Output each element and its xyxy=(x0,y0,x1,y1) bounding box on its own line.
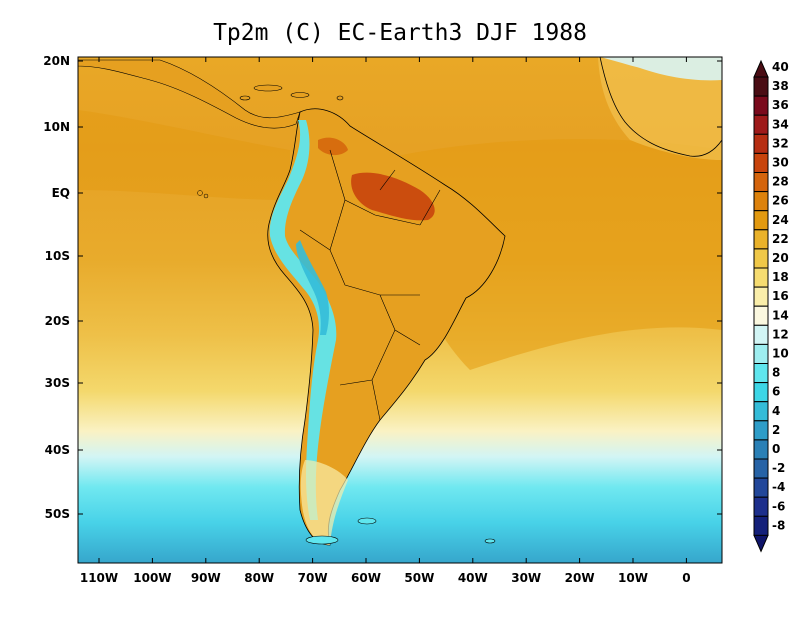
colorbar-label: 32 xyxy=(772,136,789,150)
colorbar-swatch xyxy=(753,210,769,231)
lon-tick-label: 70W xyxy=(298,571,328,585)
africa-land xyxy=(599,57,722,157)
colorbar-swatch xyxy=(753,152,769,173)
colorbar-swatch xyxy=(753,515,769,536)
colorbar-swatch xyxy=(753,76,769,97)
lat-tick-label: 20S xyxy=(45,314,70,328)
lat-tick-label: 30S xyxy=(45,376,70,390)
colorbar-swatch xyxy=(753,114,769,135)
lon-tick-label: 20W xyxy=(565,571,595,585)
colorbar-label: -4 xyxy=(772,480,785,494)
colorbar-swatch xyxy=(753,229,769,250)
colorbar-swatch xyxy=(753,324,769,345)
north-atlantic-cool-region xyxy=(600,57,722,81)
amazon-hot-spot xyxy=(351,172,435,221)
colorbar-swatch xyxy=(753,401,769,422)
colorbar-label: 30 xyxy=(772,156,789,170)
lat-tick-label: 20N xyxy=(43,54,70,68)
northern-warm-spot xyxy=(318,137,348,156)
lon-tick-label: 40W xyxy=(458,571,488,585)
colorbar-label: 34 xyxy=(772,117,789,131)
colorbar-label: -2 xyxy=(772,461,785,475)
colorbar-label: 8 xyxy=(772,366,780,380)
colorbar-label: 6 xyxy=(772,385,780,399)
lon-tick-label: 60W xyxy=(351,571,381,585)
colorbar-bottom-arrow xyxy=(753,534,769,553)
lon-tick-label: 50W xyxy=(404,571,434,585)
country-borders xyxy=(299,149,441,421)
colorbar-label: 4 xyxy=(772,404,780,418)
lon-tick-label: 100W xyxy=(133,571,171,585)
colorbar-swatch xyxy=(753,363,769,384)
colorbar-label: 26 xyxy=(772,194,789,208)
colorbar-swatch xyxy=(753,496,769,517)
southern-islands xyxy=(305,517,496,545)
galapagos-islands xyxy=(197,190,209,199)
colorbar-label: 14 xyxy=(772,308,789,322)
colorbar-swatch xyxy=(753,172,769,193)
colorbar-label: 16 xyxy=(772,289,789,303)
colorbar-swatch xyxy=(753,420,769,441)
colorbar-label: 10 xyxy=(772,347,789,361)
colorbar-swatch xyxy=(753,248,769,269)
colorbar-swatch xyxy=(753,343,769,364)
colorbar-swatch xyxy=(753,458,769,479)
lat-tick-label: EQ xyxy=(52,186,70,200)
colorbar-label: 0 xyxy=(772,442,780,456)
lat-tick-label: 10S xyxy=(45,249,70,263)
lon-tick-label: 90W xyxy=(191,571,221,585)
central-america-land xyxy=(78,59,301,129)
map-title: Tp2m (C) EC-Earth3 DJF 1988 xyxy=(213,20,587,46)
longitude-axis: 110W 100W 90W 80W 70W 60W 50W 40W 30W 20W 10W 0 xyxy=(80,57,691,585)
colorbar-label: 18 xyxy=(772,270,789,284)
colorbar-label: 40 xyxy=(772,60,789,74)
colorbar-label: 20 xyxy=(772,251,789,265)
colorbar-label: -6 xyxy=(772,499,785,513)
lat-tick-label: 50S xyxy=(45,507,70,521)
colorbar-label: 2 xyxy=(772,423,780,437)
andes-cold-strip xyxy=(269,120,337,520)
colorbar-swatch xyxy=(753,477,769,498)
colorbar-label: -8 xyxy=(772,518,785,532)
colorbar-swatch xyxy=(753,95,769,116)
lon-tick-label: 110W xyxy=(80,571,118,585)
colorbar-swatch xyxy=(753,191,769,212)
colorbar-label: 24 xyxy=(772,213,789,227)
lon-tick-label: 10W xyxy=(618,571,648,585)
warm-pacific-region xyxy=(78,110,290,200)
lat-tick-label: 10N xyxy=(43,120,70,134)
lon-tick-label: 80W xyxy=(244,571,274,585)
latitude-axis: 20N 10N EQ 10S 20S 30S 40S 50S xyxy=(43,54,722,521)
colorbar-label: 38 xyxy=(772,79,789,93)
colorbar: 4038363432302826242220181614121086420-2-… xyxy=(753,59,789,553)
andes-coldest-core xyxy=(296,240,329,335)
colorbar-top-arrow xyxy=(753,59,769,78)
lon-tick-label: 30W xyxy=(511,571,541,585)
africa-region xyxy=(598,57,722,160)
colorbar-swatch xyxy=(753,286,769,307)
colorbar-swatch xyxy=(753,133,769,154)
lat-tick-label: 40S xyxy=(45,443,70,457)
caribbean-islands xyxy=(239,84,344,101)
colorbar-label: 36 xyxy=(772,98,789,112)
colorbar-swatch xyxy=(753,439,769,460)
colorbar-swatch xyxy=(753,267,769,288)
colorbar-swatch xyxy=(753,305,769,326)
warm-ocean-region xyxy=(380,139,722,370)
patagonia-region xyxy=(300,460,348,545)
colorbar-swatch xyxy=(753,382,769,403)
map-frame xyxy=(77,56,723,564)
lon-tick-label: 0 xyxy=(682,571,690,585)
colorbar-label: 22 xyxy=(772,232,789,246)
map-plot-area xyxy=(78,57,722,563)
colorbar-label: 12 xyxy=(772,327,789,341)
colorbar-label: 28 xyxy=(772,175,789,189)
